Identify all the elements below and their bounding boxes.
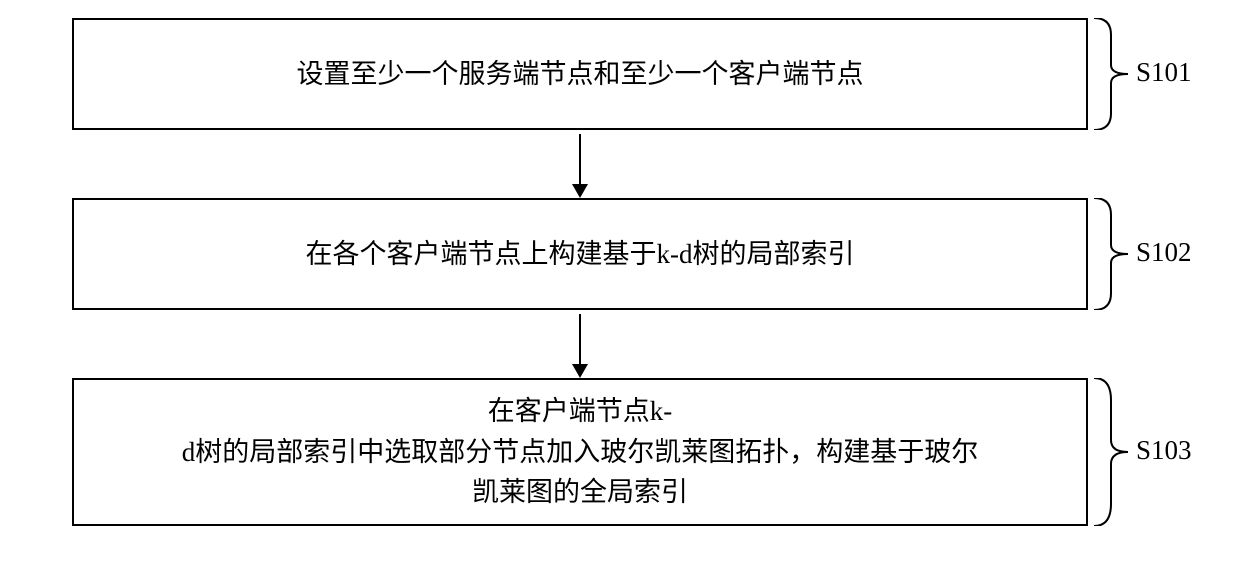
step-box-S103: 在客户端节点k-d树的局部索引中选取部分节点加入玻尔凯莱图拓扑，构建基于玻尔凯莱… bbox=[72, 378, 1088, 526]
flowchart-canvas: 设置至少一个服务端节点和至少一个客户端节点 S101 在各个客户端节点上构建基于k-… bbox=[0, 0, 1239, 582]
step-label-S101: S101 bbox=[1136, 57, 1192, 88]
brace-S103 bbox=[1094, 378, 1128, 526]
step-text: 设置至少一个服务端节点和至少一个客户端节点 bbox=[297, 54, 864, 95]
step-label-S102: S102 bbox=[1136, 237, 1192, 268]
brace-S102 bbox=[1094, 198, 1128, 310]
arrow-S102-S103 bbox=[570, 314, 590, 378]
step-text: 在各个客户端节点上构建基于k-d树的局部索引 bbox=[306, 234, 855, 275]
step-box-S102: 在各个客户端节点上构建基于k-d树的局部索引 bbox=[72, 198, 1088, 310]
step-text: 在客户端节点k-d树的局部索引中选取部分节点加入玻尔凯莱图拓扑，构建基于玻尔凯莱… bbox=[182, 391, 979, 513]
step-label-S103: S103 bbox=[1136, 435, 1192, 466]
brace-S101 bbox=[1094, 18, 1128, 130]
arrow-S101-S102 bbox=[570, 134, 590, 198]
step-box-S101: 设置至少一个服务端节点和至少一个客户端节点 bbox=[72, 18, 1088, 130]
